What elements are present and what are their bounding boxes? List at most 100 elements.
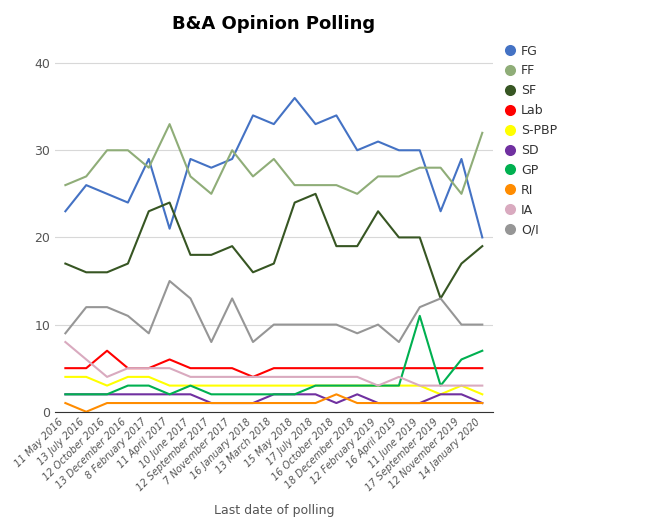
FF xyxy=(416,164,424,171)
O/I xyxy=(228,295,236,302)
O/I xyxy=(374,321,382,328)
Lab xyxy=(374,365,382,371)
O/I xyxy=(395,339,403,345)
Lab xyxy=(416,365,424,371)
S-PBP xyxy=(145,373,153,380)
SF xyxy=(166,200,174,206)
IA xyxy=(416,383,424,389)
IA xyxy=(82,356,90,363)
Lab xyxy=(207,365,215,371)
Line: FG: FG xyxy=(65,98,482,237)
RI xyxy=(353,400,361,406)
O/I xyxy=(478,321,486,328)
RI xyxy=(207,400,215,406)
GP xyxy=(416,313,424,319)
O/I xyxy=(249,339,257,345)
SD xyxy=(374,400,382,406)
IA xyxy=(353,373,361,380)
FF xyxy=(374,173,382,180)
IA xyxy=(166,365,174,371)
SF xyxy=(395,234,403,240)
O/I xyxy=(166,278,174,284)
GP xyxy=(353,383,361,389)
SF xyxy=(124,260,132,267)
SF xyxy=(207,252,215,258)
IA xyxy=(249,373,257,380)
FF xyxy=(270,156,278,162)
SF xyxy=(82,269,90,276)
IA xyxy=(437,383,445,389)
RI xyxy=(82,409,90,415)
FF xyxy=(103,147,111,153)
FF xyxy=(458,190,466,197)
RI xyxy=(374,400,382,406)
IA xyxy=(478,383,486,389)
GP xyxy=(124,383,132,389)
SD xyxy=(82,391,90,397)
IA xyxy=(207,373,215,380)
Lab xyxy=(249,373,257,380)
S-PBP xyxy=(61,373,69,380)
SD xyxy=(332,400,340,406)
SD xyxy=(249,400,257,406)
Lab xyxy=(186,365,194,371)
Lab xyxy=(228,365,236,371)
S-PBP xyxy=(290,383,298,389)
FG xyxy=(228,156,236,162)
Line: RI: RI xyxy=(65,394,482,412)
SD xyxy=(458,391,466,397)
FG xyxy=(166,226,174,232)
SD xyxy=(416,400,424,406)
O/I xyxy=(437,295,445,302)
Lab xyxy=(270,365,278,371)
Lab xyxy=(332,365,340,371)
Line: GP: GP xyxy=(65,316,482,394)
S-PBP xyxy=(458,383,466,389)
FG xyxy=(312,121,320,127)
SF xyxy=(332,243,340,250)
SF xyxy=(312,190,320,197)
IA xyxy=(228,373,236,380)
SF xyxy=(290,200,298,206)
RI xyxy=(145,400,153,406)
FG xyxy=(61,208,69,214)
GP xyxy=(374,383,382,389)
IA xyxy=(270,373,278,380)
Lab xyxy=(458,365,466,371)
Lab xyxy=(395,365,403,371)
SD xyxy=(207,400,215,406)
O/I xyxy=(82,304,90,310)
GP xyxy=(166,391,174,397)
Lab xyxy=(290,365,298,371)
S-PBP xyxy=(207,383,215,389)
S-PBP xyxy=(312,383,320,389)
GP xyxy=(228,391,236,397)
Lab xyxy=(353,365,361,371)
FF xyxy=(166,121,174,127)
FG xyxy=(124,200,132,206)
IA xyxy=(103,373,111,380)
Line: Lab: Lab xyxy=(65,351,482,377)
GP xyxy=(145,383,153,389)
SF xyxy=(228,243,236,250)
GP xyxy=(290,391,298,397)
Line: SD: SD xyxy=(65,394,482,403)
SD xyxy=(478,400,486,406)
O/I xyxy=(103,304,111,310)
O/I xyxy=(124,313,132,319)
O/I xyxy=(61,330,69,337)
Line: IA: IA xyxy=(65,342,482,386)
IA xyxy=(290,373,298,380)
X-axis label: Last date of polling: Last date of polling xyxy=(214,504,334,517)
GP xyxy=(186,383,194,389)
SD xyxy=(270,391,278,397)
Legend: FG, FF, SF, Lab, S-PBP, SD, GP, RI, IA, O/I: FG, FF, SF, Lab, S-PBP, SD, GP, RI, IA, … xyxy=(503,45,557,236)
O/I xyxy=(290,321,298,328)
SD xyxy=(145,391,153,397)
FF xyxy=(478,130,486,136)
S-PBP xyxy=(103,383,111,389)
SD xyxy=(186,391,194,397)
IA xyxy=(458,383,466,389)
RI xyxy=(332,391,340,397)
SD xyxy=(228,400,236,406)
